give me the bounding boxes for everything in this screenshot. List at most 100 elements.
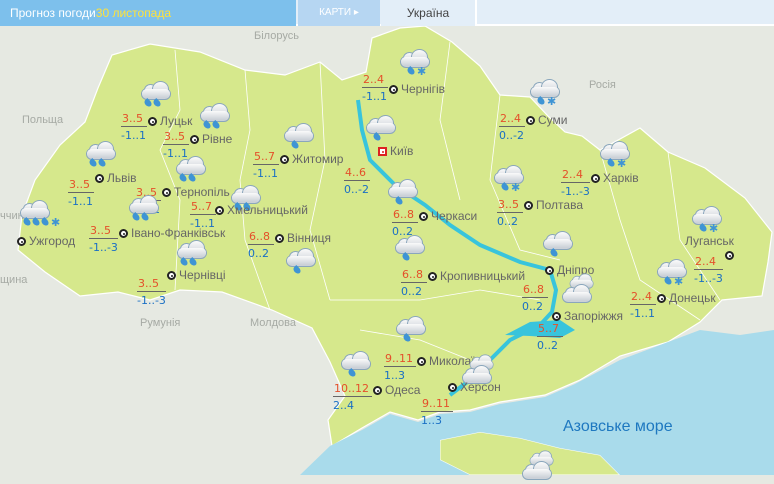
- rain-snow-icon: ✱: [598, 138, 632, 170]
- tab-maps-label: КАРТИ: [319, 7, 352, 18]
- city-1[interactable]: Рівне: [190, 132, 232, 146]
- city-4[interactable]: Житомир: [280, 152, 343, 166]
- raindrop-icon: [211, 120, 221, 130]
- city-13[interactable]: Черкаси: [419, 209, 477, 223]
- city-name: Львів: [107, 171, 137, 185]
- capital-marker-icon: [378, 147, 387, 157]
- tab-maps[interactable]: КАРТИ ▸: [298, 0, 380, 26]
- rain-snow-icon: ✱: [18, 197, 60, 229]
- city-20[interactable]: Запоріжжя: [552, 309, 623, 323]
- city-15[interactable]: Харків: [591, 171, 639, 185]
- city-name: Луцьк: [160, 114, 193, 128]
- city-21[interactable]: Миколаїв: [417, 354, 481, 368]
- night-temperature: 1..3: [421, 414, 442, 427]
- cloud-icon: [398, 49, 432, 68]
- rain-icon: [229, 182, 263, 214]
- night-temperature: 1..3: [384, 369, 405, 382]
- city-name: Черкаси: [431, 209, 478, 223]
- cloud-icon: [386, 179, 420, 198]
- dnipro-river: [356, 99, 559, 397]
- city-marker-icon: [448, 383, 457, 393]
- rain-icon: [364, 112, 398, 144]
- cloud-icon: [284, 248, 318, 267]
- city-2[interactable]: Львів: [95, 171, 137, 185]
- city-name: Вінниця: [287, 231, 331, 245]
- cloud-icon: [18, 200, 52, 219]
- cloud-icon: [520, 461, 554, 480]
- raindrop-icon: [549, 248, 559, 258]
- city-temperature: 6..8 0..2: [401, 268, 427, 298]
- city-3[interactable]: Тернопіль: [162, 185, 230, 199]
- city-14[interactable]: Полтава: [524, 198, 583, 212]
- city-name: Донецьк: [669, 291, 716, 305]
- city-marker-icon: [373, 386, 382, 396]
- rain-snow-icon: ✱: [492, 162, 526, 194]
- city-10[interactable]: Чернігів: [389, 82, 445, 96]
- rain-icon: [394, 313, 428, 345]
- cloud-icon: [393, 235, 427, 254]
- day-temperature: 2..4: [561, 168, 590, 183]
- cloud-icon: [84, 141, 118, 160]
- cloud-icon: [175, 240, 209, 259]
- city-marker-icon: [417, 357, 426, 367]
- night-temperature: -1..-3: [137, 294, 166, 307]
- city-12[interactable]: Суми: [526, 113, 567, 127]
- city-name: Одеса: [385, 383, 421, 397]
- city-0[interactable]: Луцьк: [148, 114, 192, 128]
- city-16[interactable]: Луганськ: [685, 234, 737, 262]
- city-marker-icon: [215, 206, 224, 216]
- city-8[interactable]: Вінниця: [275, 231, 331, 245]
- night-temperature: 0..2: [248, 247, 269, 260]
- snowflake-icon: ✱: [674, 275, 684, 288]
- city-19[interactable]: Донецьк: [657, 291, 716, 305]
- city-temperature: 9..11 1..3: [384, 352, 416, 382]
- night-temperature: -1..1: [362, 90, 387, 103]
- city-temperature: 3..5 -1..-3: [137, 277, 166, 307]
- day-temperature: 2..4: [630, 290, 656, 305]
- night-temperature: 0..2: [497, 215, 518, 228]
- city-17[interactable]: Кропивницький: [428, 269, 525, 283]
- city-5[interactable]: Хмельницький: [215, 203, 308, 217]
- raindrop-icon: [31, 217, 41, 227]
- city-name: Київ: [390, 144, 414, 158]
- rain-icon: [282, 120, 316, 152]
- city-name: Суми: [538, 113, 568, 127]
- city-name: Запоріжжя: [564, 309, 623, 323]
- day-temperature: 5..7: [253, 150, 279, 165]
- city-7[interactable]: Івано-Франківськ: [119, 226, 225, 240]
- day-temperature: 3..5: [163, 130, 189, 145]
- night-temperature: 0..-2: [344, 183, 369, 196]
- cloud-icon: [174, 156, 208, 175]
- tab-ukraine[interactable]: Україна: [381, 0, 477, 26]
- rain-icon: [175, 237, 209, 269]
- snowflake-icon: ✱: [709, 222, 719, 235]
- rain-icon: [84, 138, 118, 170]
- city-marker-icon: [545, 266, 554, 276]
- day-temperature: 5..7: [537, 322, 563, 337]
- day-temperature: 5..7: [190, 200, 216, 215]
- city-marker-icon: [190, 135, 199, 145]
- rain-icon: [127, 192, 161, 224]
- snowflake-icon: ✱: [617, 157, 627, 170]
- snowflake-icon: ✱: [547, 95, 557, 108]
- raindrop-icon: [536, 96, 546, 106]
- day-temperature: 9..11: [421, 397, 453, 412]
- city-11[interactable]: Київ: [378, 144, 413, 158]
- rain-icon: [541, 228, 575, 260]
- day-temperature: 2..4: [362, 73, 388, 88]
- city-name: Харків: [603, 171, 639, 185]
- city-23[interactable]: Херсон: [448, 380, 501, 394]
- raindrop-icon: [179, 257, 189, 267]
- night-temperature: 2..4: [333, 399, 354, 412]
- day-temperature: 4..6: [344, 166, 370, 181]
- rain-icon: [393, 232, 427, 264]
- night-temperature: -1..1: [253, 167, 278, 180]
- city-temperature: 5..7 -1..1: [190, 200, 216, 230]
- black-sea: [300, 330, 774, 475]
- city-22[interactable]: Одеса: [373, 383, 420, 397]
- city-9[interactable]: Чернівці: [167, 268, 226, 282]
- raindrop-icon: [188, 257, 198, 267]
- night-temperature: -1..1: [121, 129, 146, 142]
- city-temperature: 6..8 0..2: [248, 230, 274, 260]
- city-6[interactable]: Ужгород: [17, 234, 75, 248]
